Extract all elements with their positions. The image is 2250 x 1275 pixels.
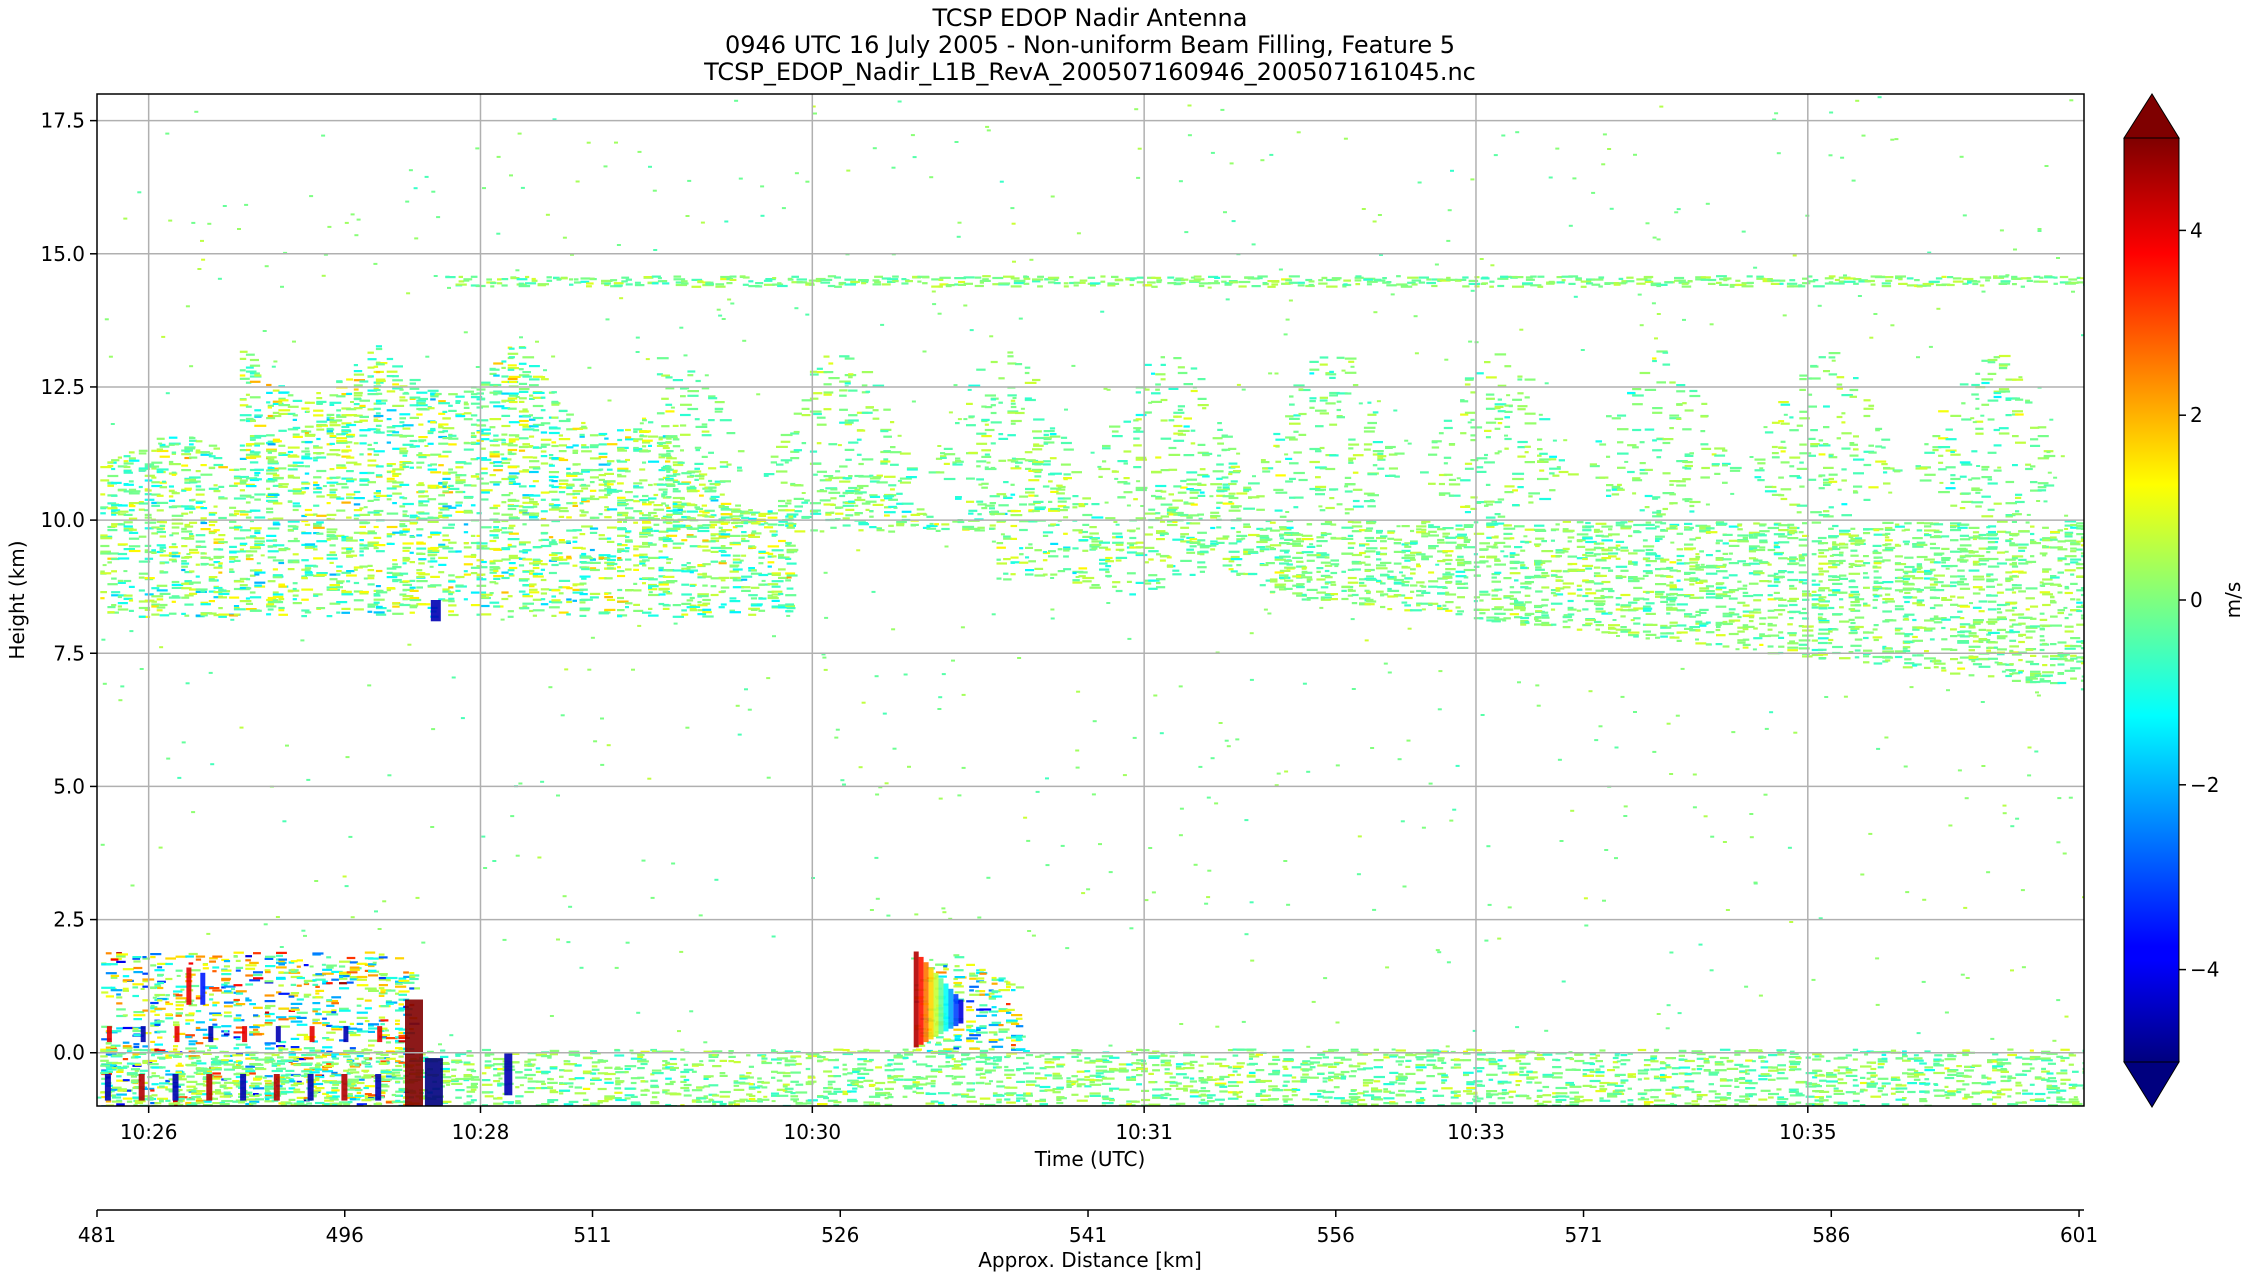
y-tick-label: 0.0 <box>53 1041 85 1065</box>
strong-velocity-features <box>104 600 964 1106</box>
distance-tick-label: 556 <box>1317 1223 1355 1247</box>
x-axis-ticks: 10:26 10:28 10:30 10:31 10:33 10:35 <box>120 1106 1837 1144</box>
plot-frame <box>96 93 2085 1107</box>
x-tick-label: 10:26 <box>120 1120 178 1144</box>
distance-axis-label: Approx. Distance [km] <box>978 1248 1202 1272</box>
x-tick-label: 10:33 <box>1447 1120 1505 1144</box>
colorbar-tick-label: 4 <box>2190 218 2203 242</box>
noise-speckles <box>97 96 2084 1106</box>
echo-lower-deck-right <box>1269 520 2084 691</box>
distance-tick-label: 601 <box>2060 1223 2098 1247</box>
colorbar-tick-label: 0 <box>2190 588 2203 612</box>
distance-tick-label: 541 <box>1069 1223 1107 1247</box>
colorbar-tick-label: −4 <box>2190 958 2219 982</box>
colorbar-body <box>2123 137 2180 1063</box>
colorbar-extend-over <box>2123 93 2180 139</box>
colorbar-label: m/s <box>2221 582 2245 619</box>
y-tick-label: 15.0 <box>40 242 85 266</box>
grid-lines <box>97 94 2084 1106</box>
title-line-2: 0946 UTC 16 July 2005 - Non-uniform Beam… <box>725 31 1455 59</box>
y-tick-label: 2.5 <box>53 908 85 932</box>
distance-tick-label: 496 <box>326 1223 364 1247</box>
y-tick-label: 7.5 <box>53 641 85 665</box>
y-tick-label: 10.0 <box>40 508 85 532</box>
colorbar: −4 −2 0 2 4 <box>2123 93 2219 1108</box>
y-axis-label: Height (km) <box>5 540 29 659</box>
distance-tick-label: 511 <box>573 1223 611 1247</box>
x-tick-label: 10:31 <box>1115 1120 1173 1144</box>
x-tick-label: 10:28 <box>452 1120 510 1144</box>
velocity-field <box>97 96 2084 1106</box>
distance-tick-label: 571 <box>1564 1223 1602 1247</box>
y-tick-label: 17.5 <box>40 109 85 133</box>
x-axis-label: Time (UTC) <box>1034 1147 1146 1171</box>
echo-cloud-layer-high <box>445 275 2084 288</box>
echo-turret-row <box>656 350 2056 520</box>
x-tick-label: 10:30 <box>783 1120 841 1144</box>
title-line-1: TCSP EDOP Nadir Antenna <box>932 4 1248 32</box>
colorbar-tick-label: −2 <box>2190 773 2219 797</box>
y-axis-ticks: 0.0 2.5 5.0 7.5 10.0 12.5 15.0 17.5 <box>40 109 97 1065</box>
distance-tick-label: 481 <box>78 1223 116 1247</box>
y-tick-label: 5.0 <box>53 774 85 798</box>
distance-tick-label: 586 <box>1812 1223 1850 1247</box>
title-line-3: TCSP_EDOP_Nadir_L1B_RevA_200507160946_20… <box>703 58 1476 86</box>
plot-area: 10:26 10:28 10:30 10:31 10:33 10:35 0.0 2.5 5.0… <box>40 93 2085 1144</box>
colorbar-extend-under <box>2123 1061 2180 1108</box>
distance-tick-label: 526 <box>821 1223 859 1247</box>
distance-axis: 481 496 511 526 541 556 571 586 601 <box>78 1209 2098 1247</box>
y-tick-label: 12.5 <box>40 375 85 399</box>
echo-anvil-left <box>100 345 799 618</box>
x-tick-label: 10:35 <box>1779 1120 1837 1144</box>
colorbar-tick-label: 2 <box>2190 403 2203 427</box>
